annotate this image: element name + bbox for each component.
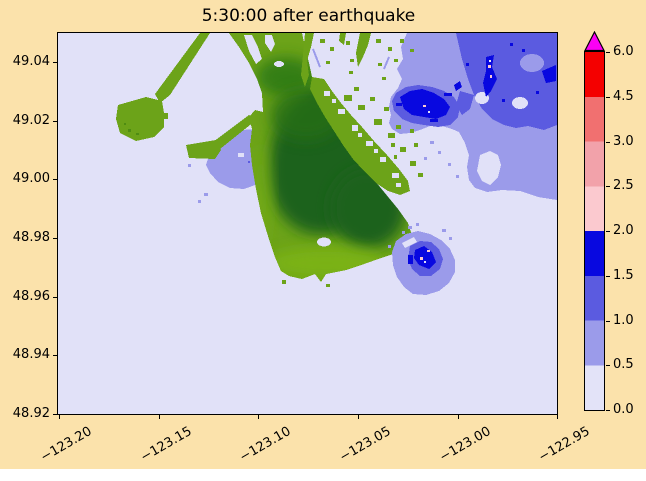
y-tick-mark — [53, 121, 57, 122]
river-strip-2 — [356, 33, 371, 67]
colorbar-tick-label: 1.5 — [613, 268, 634, 283]
y-tick-mark — [53, 414, 57, 415]
y-tick-mark — [53, 355, 57, 356]
map-canvas — [58, 33, 557, 414]
y-tick-label: 49.00 — [12, 171, 50, 186]
colorbar-tick-mark — [606, 276, 610, 277]
colorbar-segment — [585, 186, 604, 231]
figure: 5:30:00 after earthquake — [0, 0, 646, 469]
colorbar-tick-label: 3.0 — [613, 134, 634, 149]
colorbar-tick-mark — [606, 410, 610, 411]
colorbar-segment — [585, 96, 604, 142]
colorbar-tick-mark — [606, 231, 610, 232]
x-tick-mark — [258, 415, 259, 419]
colorbar-segment — [585, 231, 604, 276]
colorbar-tick-label: 2.5 — [613, 178, 634, 193]
colorbar-segment — [585, 365, 604, 410]
northeast-bay-region — [389, 33, 557, 200]
x-tick-label: −123.05 — [337, 424, 394, 466]
colorbar-tick-label: 1.0 — [613, 313, 634, 328]
pond — [317, 237, 331, 247]
y-tick-label: 48.98 — [12, 230, 50, 245]
y-tick-mark — [53, 179, 57, 180]
colorbar-segment — [585, 141, 604, 187]
y-tick-label: 48.92 — [12, 406, 50, 421]
colorbar-tick-label: 0.0 — [613, 402, 634, 417]
port-jetty — [155, 33, 210, 103]
x-tick-label: −123.00 — [437, 424, 494, 466]
colorbar-segment — [585, 275, 604, 321]
colorbar-extend-triangle — [584, 30, 605, 55]
colorbar-tick-mark — [606, 52, 610, 53]
x-tick-label: −123.10 — [237, 424, 294, 466]
y-tick-mark — [53, 238, 57, 239]
colorbar-tick-label: 0.5 — [613, 357, 634, 372]
colorbar-tick-mark — [606, 365, 610, 366]
land-detail-noise — [124, 48, 390, 135]
y-tick-mark — [53, 297, 57, 298]
colorbar-tick-mark — [606, 186, 610, 187]
x-tick-mark — [557, 415, 558, 419]
marina-inlet — [402, 237, 417, 248]
x-tick-label: −123.20 — [38, 424, 95, 466]
bay-high-spots — [423, 60, 492, 113]
chart-title: 5:30:00 after earthquake — [201, 6, 416, 26]
x-tick-mark — [358, 415, 359, 419]
bay-periwinkle-specks — [424, 141, 459, 178]
x-tick-mark — [159, 415, 160, 419]
colorbar-tick-label: 6.0 — [613, 44, 634, 59]
y-tick-label: 48.94 — [12, 347, 50, 362]
y-tick-mark — [53, 62, 57, 63]
colorbar-tick-label: 4.5 — [613, 89, 634, 104]
x-tick-mark — [458, 415, 459, 419]
land-fragments — [116, 33, 423, 287]
y-tick-label: 48.96 — [12, 289, 50, 304]
colorbar — [584, 51, 605, 411]
y-tick-label: 49.02 — [12, 113, 50, 128]
bay-dark-streaks — [396, 43, 556, 122]
x-tick-label: −122.95 — [536, 424, 593, 466]
x-tick-mark — [59, 415, 60, 419]
plot-area — [57, 32, 558, 415]
colorbar-segment — [585, 320, 604, 366]
colorbar-tick-label: 2.0 — [613, 223, 634, 238]
extend-triangle-shape — [584, 30, 605, 52]
ferry-terminal — [186, 140, 221, 159]
southeast-spot — [388, 223, 455, 295]
y-tick-label: 49.04 — [12, 54, 50, 69]
colorbar-tick-mark — [606, 142, 610, 143]
colorbar-tick-mark — [606, 321, 610, 322]
river-strip-1 — [301, 33, 314, 87]
colorbar-tick-mark — [606, 97, 610, 98]
x-tick-label: −123.15 — [138, 424, 195, 466]
colorbar-segment — [585, 52, 604, 97]
land-water-holes — [244, 35, 401, 247]
